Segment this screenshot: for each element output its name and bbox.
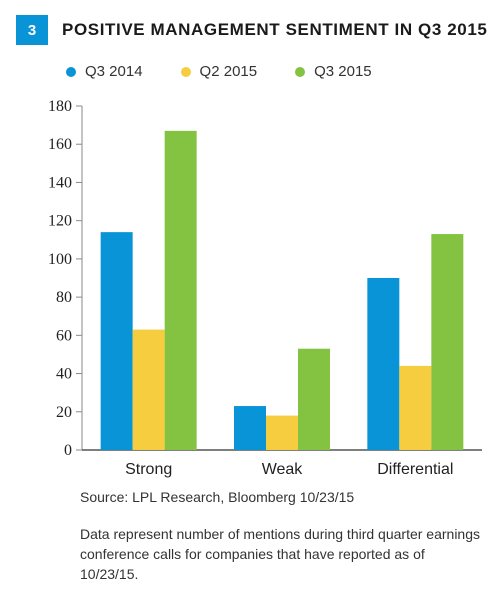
legend-item: Q3 2015 <box>295 63 372 80</box>
bar <box>164 130 197 450</box>
y-tick-label: 60 <box>56 327 72 344</box>
x-category-label: Strong <box>125 461 172 478</box>
y-tick-label: 120 <box>48 213 72 230</box>
y-tick-label: 20 <box>56 404 72 421</box>
y-tick-label: 80 <box>56 289 72 306</box>
legend-swatch <box>295 66 306 77</box>
legend-label: Q2 2015 <box>199 63 258 80</box>
bar <box>266 415 298 450</box>
y-tick-label: 0 <box>64 442 72 459</box>
x-category-label: Weak <box>262 461 304 478</box>
source-note: Source: LPL Research, Bloomberg 10/23/15 <box>80 489 355 505</box>
y-tick-label: 40 <box>56 366 72 383</box>
legend-label: Q3 2015 <box>314 63 372 80</box>
y-tick-label: 160 <box>48 136 72 153</box>
figure-header: 3 POSITIVE MANAGEMENT SENTIMENT IN Q3 20… <box>16 15 488 45</box>
figure-number-badge: 3 <box>16 15 48 45</box>
bar <box>431 234 464 450</box>
y-tick-label: 100 <box>48 251 72 268</box>
legend-label: Q3 2014 <box>85 63 143 80</box>
bar <box>367 278 400 450</box>
legend-swatch <box>66 66 76 77</box>
bar <box>298 348 330 450</box>
footnote: Data represent number of mentions during… <box>80 526 480 582</box>
y-tick-label: 140 <box>48 174 72 191</box>
bar <box>100 232 133 450</box>
bar <box>132 329 165 450</box>
bar <box>399 365 432 450</box>
bar-chart: 0 20 40 60 80 100 120 140 160 180 Strong Weak Differ… <box>48 98 482 478</box>
chart-legend: Q3 2014 Q2 2015 Q3 2015 <box>66 63 410 80</box>
legend-swatch <box>180 66 191 77</box>
bar <box>234 406 266 450</box>
y-tick-label: 180 <box>48 98 72 115</box>
legend-item: Q3 2014 <box>66 63 143 80</box>
chart-title: POSITIVE MANAGEMENT SENTIMENT IN Q3 2015 <box>62 20 488 39</box>
legend-item: Q2 2015 <box>180 63 258 80</box>
x-category-label: Differential <box>377 461 453 478</box>
